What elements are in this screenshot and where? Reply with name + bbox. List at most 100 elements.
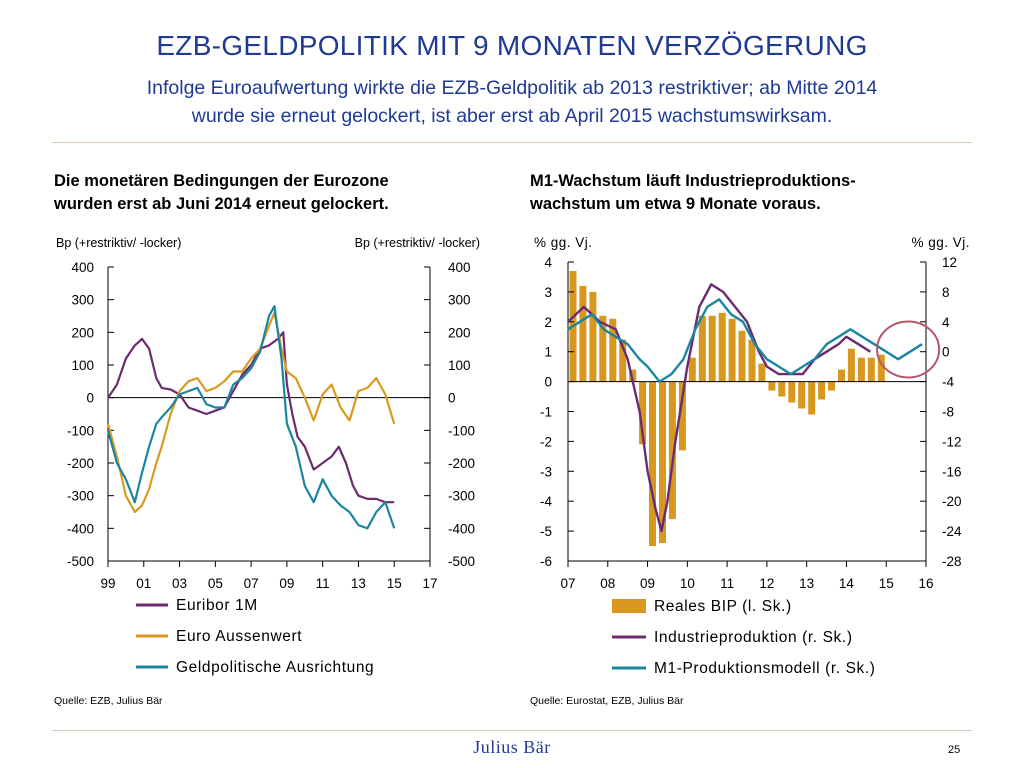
gdp-bar	[659, 381, 666, 544]
y-tick-label-right: -12	[942, 434, 962, 449]
y-tick-label-left: 100	[71, 358, 94, 373]
gdp-bar	[778, 381, 786, 397]
x-tick-label: 08	[600, 576, 615, 591]
y-tick-label-left: -500	[67, 554, 94, 569]
legend-label-1: Industrieproduktion (r. Sk.)	[654, 629, 853, 646]
right-y-axis-label: Bp (+restriktiv/ -locker)	[355, 236, 480, 250]
right-source: Quelle: Eurostat, EZB, Julius Bär	[530, 695, 684, 707]
y-tick-label-left: -2	[540, 434, 552, 449]
gdp-bar	[798, 381, 806, 409]
x-tick-label: 15	[879, 576, 894, 591]
y-tick-label-right: -300	[448, 489, 475, 504]
gdp-bar	[838, 369, 845, 382]
gdp-bar	[609, 318, 617, 382]
header-divider	[52, 142, 972, 143]
x-tick-label: 17	[422, 576, 437, 591]
legend-label-2: Geldpolitische Ausrichtung	[176, 659, 374, 676]
y-tick-label-right: -4	[942, 375, 954, 390]
legend-swatch-0	[612, 599, 646, 613]
gdp-bar	[768, 381, 776, 391]
y-tick-label-right: -100	[448, 423, 475, 438]
gdp-bar	[589, 291, 597, 382]
y-tick-label-right: 0	[448, 391, 456, 406]
y-tick-label-left: -100	[67, 423, 94, 438]
left-y-axis-label: % gg. Vj.	[534, 235, 593, 250]
y-tick-label-right: -8	[942, 405, 954, 420]
footer-divider	[52, 730, 972, 731]
y-tick-label-right: 0	[942, 345, 950, 360]
gdp-bar	[649, 381, 656, 546]
left-heading-line-1: Die monetären Bedingungen der Eurozone	[54, 172, 389, 190]
legend-label-0: Euribor 1M	[176, 597, 258, 614]
brand-logo: Julius Bär	[473, 737, 551, 757]
right-y-axis-label: % gg. Vj.	[911, 235, 970, 250]
series-line-euro-aussenwert	[106, 311, 396, 514]
y-tick-label-right: 4	[942, 315, 950, 330]
y-tick-label-left: 4	[544, 255, 552, 270]
right-chart: % gg. Vj.% gg. Vj.43210-1-2-3-4-5-612840…	[534, 235, 970, 677]
y-tick-label-left: 2	[544, 315, 552, 330]
legend-label-0: Reales BIP (l. Sk.)	[654, 598, 792, 615]
y-tick-label-left: -3	[540, 464, 552, 479]
y-tick-label-left: 300	[71, 293, 94, 308]
gdp-bar	[678, 381, 686, 451]
x-tick-label: 16	[918, 576, 933, 591]
y-tick-label-right: -28	[942, 554, 962, 569]
y-tick-label-right: -500	[448, 554, 475, 569]
gdp-bar	[788, 381, 796, 403]
y-tick-label-left: -300	[67, 489, 94, 504]
gdp-bar	[688, 357, 696, 382]
gdp-bar	[738, 330, 746, 382]
y-tick-label-right: 300	[448, 293, 471, 308]
y-tick-label-right: 8	[942, 285, 950, 300]
x-tick-label: 10	[680, 576, 695, 591]
y-tick-label-left: 1	[544, 345, 552, 360]
left-y-axis-label: Bp (+restriktiv/ -locker)	[56, 236, 181, 250]
subtitle-line-2: wurde sie erneut gelockert, ist aber ers…	[191, 105, 833, 127]
left-chart-heading: Die monetären Bedingungen der Eurozone w…	[54, 170, 389, 216]
left-source: Quelle: EZB, Julius Bär	[54, 695, 163, 707]
gdp-bar	[668, 381, 676, 520]
right-chart-heading: M1-Wachstum läuft Industrieproduktions- …	[530, 170, 856, 216]
y-tick-label-left: 3	[544, 285, 552, 300]
x-tick-label: 11	[316, 576, 330, 591]
subtitle-line-1: Infolge Euroaufwertung wirkte die EZB-Ge…	[146, 77, 878, 99]
x-tick-label: 99	[100, 576, 115, 591]
slide-title: EZB-GELDPOLITIK MIT 9 MONATEN VERZÖGERUN…	[156, 30, 868, 61]
x-tick-label: 01	[136, 576, 151, 591]
gdp-bar	[818, 381, 826, 400]
gdp-bar	[718, 312, 726, 382]
x-tick-label: 13	[799, 576, 814, 591]
x-tick-label: 09	[640, 576, 655, 591]
y-tick-label-left: -4	[540, 494, 552, 509]
gdp-bar	[748, 339, 756, 382]
gdp-bar	[857, 357, 865, 382]
page-number: 25	[948, 744, 961, 756]
y-tick-label-left: 200	[71, 325, 94, 340]
x-tick-label: 07	[560, 576, 575, 591]
y-tick-label-right: -200	[448, 456, 475, 471]
gdp-bar	[758, 363, 766, 382]
y-tick-label-right: -400	[448, 521, 475, 536]
gdp-bar	[728, 318, 736, 382]
series-line-industrieproduktion-r-sk-	[567, 283, 871, 533]
left-chart: Bp (+restriktiv/ -locker) Bp (+restriktiv…	[56, 236, 480, 676]
gdp-bar	[639, 381, 647, 445]
gdp-bar	[877, 354, 885, 382]
x-tick-label: 03	[172, 576, 187, 591]
x-tick-label: 11	[720, 576, 734, 591]
y-tick-label-left: -6	[540, 554, 552, 569]
x-tick-label: 14	[839, 576, 855, 591]
right-heading-line-2: wachstum um etwa 9 Monate voraus.	[530, 195, 821, 213]
x-tick-label: 12	[759, 576, 774, 591]
highlight-circle	[876, 320, 941, 379]
gdp-bar	[698, 315, 706, 382]
right-heading-line-1: M1-Wachstum läuft Industrieproduktions-	[530, 172, 856, 190]
y-tick-label-left: -400	[67, 521, 94, 536]
y-tick-label-left: 0	[86, 391, 94, 406]
x-tick-label: 09	[279, 576, 294, 591]
gdp-bar	[579, 285, 587, 382]
gdp-bar	[847, 348, 855, 382]
x-tick-label: 05	[208, 576, 223, 591]
legend-label-1: Euro Aussenwert	[176, 628, 302, 645]
